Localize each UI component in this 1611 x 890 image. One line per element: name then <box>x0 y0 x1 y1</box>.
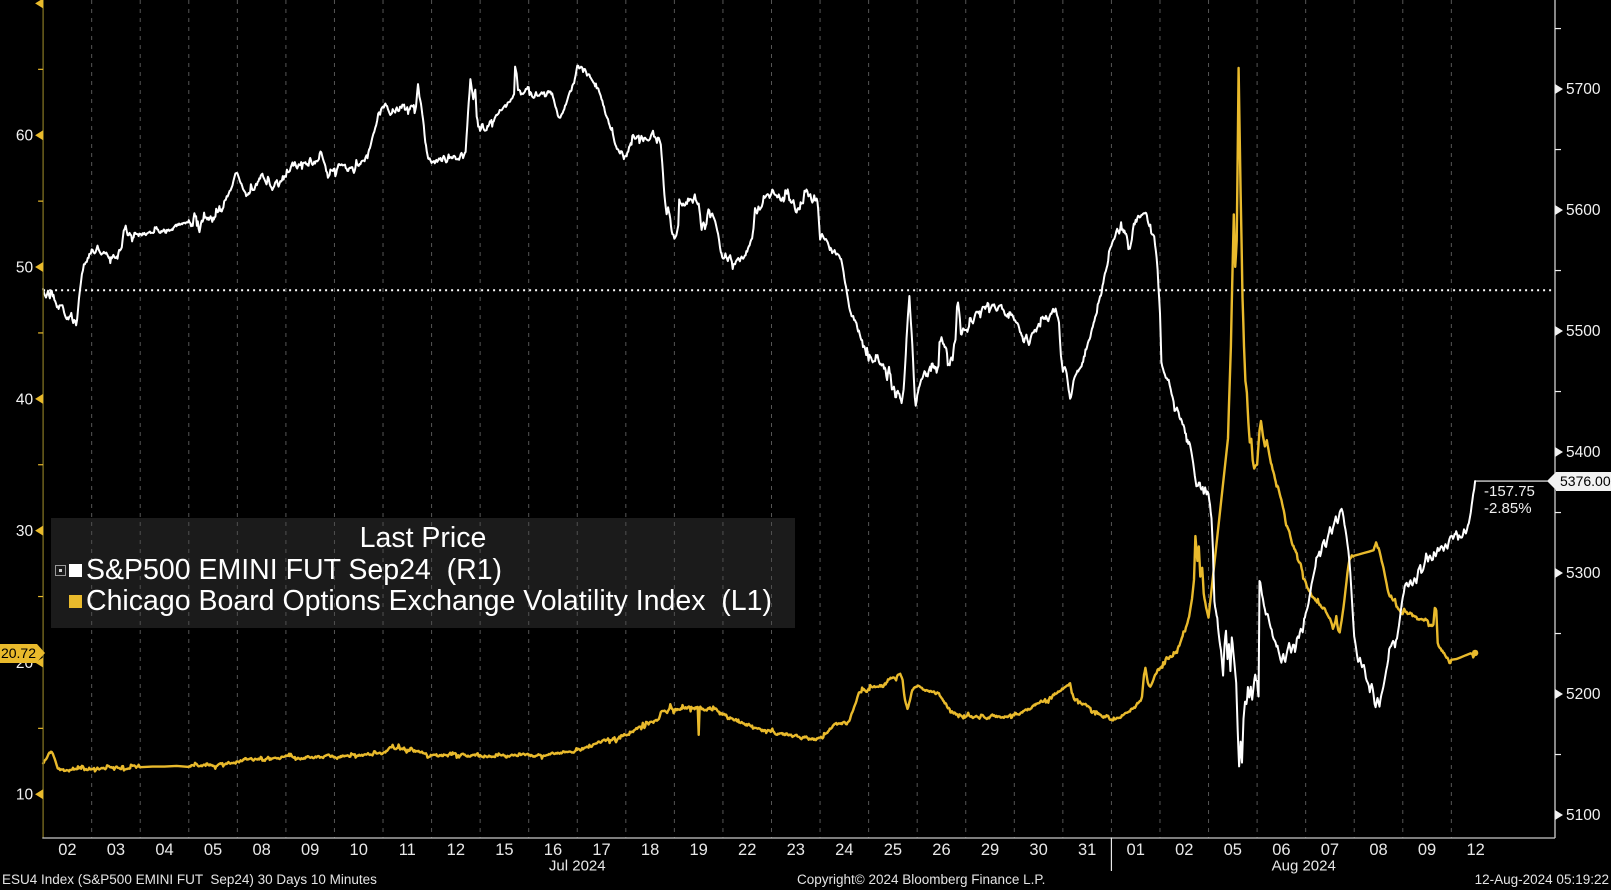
x-axis-day-label: 18 <box>641 841 659 859</box>
x-axis-day-label: 19 <box>689 841 707 859</box>
x-axis-day-label: 03 <box>107 841 125 859</box>
sp500-series-swatch-icon <box>69 564 82 577</box>
status-security-info: ESU4 Index (S&P500 EMINI FUT Sep24) 30 D… <box>2 872 377 887</box>
right-axis-tick-label: 5200 <box>1566 686 1601 703</box>
vix-line <box>41 66 1477 773</box>
last-price-badge-left: 20.72 <box>0 644 45 663</box>
x-axis-day-label: 05 <box>204 841 222 859</box>
left-axis-tick-label: 60 <box>16 128 34 145</box>
x-axis-day-label: 16 <box>544 841 562 859</box>
x-axis-month-label: Aug 2024 <box>1272 858 1336 875</box>
status-timestamp: 12-Aug-2024 05:19:22 <box>1474 872 1609 887</box>
x-axis-day-label: 02 <box>1175 841 1193 859</box>
vix-series-swatch-icon <box>69 595 82 608</box>
right-axis-tick-label: 5700 <box>1566 81 1601 98</box>
x-axis-day-label: 02 <box>58 841 76 859</box>
legend: Last Price S&P500 EMINI FUT Sep24 (R1) C… <box>51 518 795 628</box>
right-axis-tick-arrow-icon <box>1555 84 1563 95</box>
gridlines <box>43 0 1553 838</box>
x-axis-day-label: 09 <box>301 841 319 859</box>
right-axis-tick-label: 5100 <box>1566 807 1601 824</box>
x-axis-day-label: 31 <box>1078 841 1096 859</box>
legend-title: Last Price <box>359 522 487 554</box>
last-price-value: 5376.00 <box>1560 473 1611 489</box>
badge-arrow-right-icon <box>37 644 45 662</box>
x-axis-day-label: 15 <box>495 841 513 859</box>
right-axis-tick-arrow-icon <box>1555 568 1563 579</box>
left-axis-tick-arrow-icon <box>35 789 44 800</box>
legend-label-sp500: S&P500 EMINI FUT Sep24 (R1) <box>86 554 503 586</box>
x-axis-day-label: 25 <box>884 841 902 859</box>
right-axis-tick-arrow-icon <box>1555 689 1563 700</box>
x-axis-day-label: 11 <box>399 841 416 859</box>
x-axis-day-label: 22 <box>738 841 756 859</box>
left-axis-tick-label: 30 <box>16 523 34 540</box>
x-axis-day-label: 17 <box>592 841 610 859</box>
status-copyright: Copyright© 2024 Bloomberg Finance L.P. <box>797 872 1046 887</box>
left-axis-tick-arrow-icon <box>35 130 44 141</box>
legend-row-sp500[interactable]: S&P500 EMINI FUT Sep24 (R1) <box>51 554 795 586</box>
left-axis-tick-arrow-icon <box>35 393 44 404</box>
x-axis-day-label: 26 <box>932 841 950 859</box>
x-axis-day-label: 07 <box>1321 841 1339 859</box>
badge-arrow-left-icon <box>1547 472 1556 490</box>
right-axis-tick-arrow-icon <box>1555 447 1563 458</box>
axes <box>35 0 1563 871</box>
sp500-line <box>42 64 1477 768</box>
x-axis-day-label: 08 <box>252 841 270 859</box>
x-axis-day-label: 12 <box>1466 841 1484 859</box>
right-axis-tick-label: 5600 <box>1566 202 1601 219</box>
x-axis-day-label: 09 <box>1418 841 1436 859</box>
x-axis-day-label: 01 <box>1127 841 1145 859</box>
right-axis-tick-arrow-icon <box>1555 205 1563 216</box>
x-axis-day-label: 08 <box>1369 841 1387 859</box>
right-axis-tick-arrow-icon <box>1555 326 1563 337</box>
x-axis-day-label: 04 <box>155 841 173 859</box>
x-axis-day-label: 23 <box>787 841 805 859</box>
last-price-badge-right: 5376.00 <box>1547 472 1611 491</box>
right-axis-tick-label: 5500 <box>1566 323 1601 340</box>
axis-labels: 1020304050605100520053005400550056005700… <box>16 81 1601 874</box>
left-axis-tick-label: 50 <box>16 260 34 277</box>
vix-last-value: 20.72 <box>0 645 37 661</box>
x-axis-day-label: 10 <box>350 841 368 859</box>
right-axis-tick-label: 5400 <box>1566 444 1601 461</box>
vix-end-dot <box>1471 649 1479 657</box>
left-axis-tick-label: 40 <box>16 391 34 408</box>
left-axis-tick-arrow-icon <box>35 525 44 536</box>
left-axis-tick-arrow-icon <box>35 0 44 9</box>
left-axis-tick-arrow-icon <box>35 262 44 273</box>
right-axis-tick-label: 5300 <box>1566 565 1601 582</box>
x-axis-day-label: 05 <box>1224 841 1242 859</box>
left-axis-tick-label: 10 <box>16 787 34 804</box>
x-axis-day-label: 12 <box>447 841 465 859</box>
x-axis-day-label: 06 <box>1272 841 1290 859</box>
x-axis-day-label: 30 <box>1029 841 1047 859</box>
net-change-percent: -2.85% <box>1484 499 1532 517</box>
status-bar: ESU4 Index (S&P500 EMINI FUT Sep24) 30 D… <box>0 872 1611 890</box>
legend-key-icon[interactable] <box>55 565 66 576</box>
legend-row-vix[interactable]: Chicago Board Options Exchange Volatilit… <box>51 585 795 617</box>
x-axis-day-label: 29 <box>981 841 999 859</box>
right-axis-tick-arrow-icon <box>1555 810 1563 821</box>
net-change-label: -157.75 -2.85% <box>1484 483 1535 517</box>
net-change-points: -157.75 <box>1484 483 1535 500</box>
x-axis-month-label: Jul 2024 <box>549 858 606 875</box>
x-axis-day-label: 24 <box>835 841 853 859</box>
series-lines <box>41 64 1555 773</box>
legend-label-vix: Chicago Board Options Exchange Volatilit… <box>86 585 772 617</box>
